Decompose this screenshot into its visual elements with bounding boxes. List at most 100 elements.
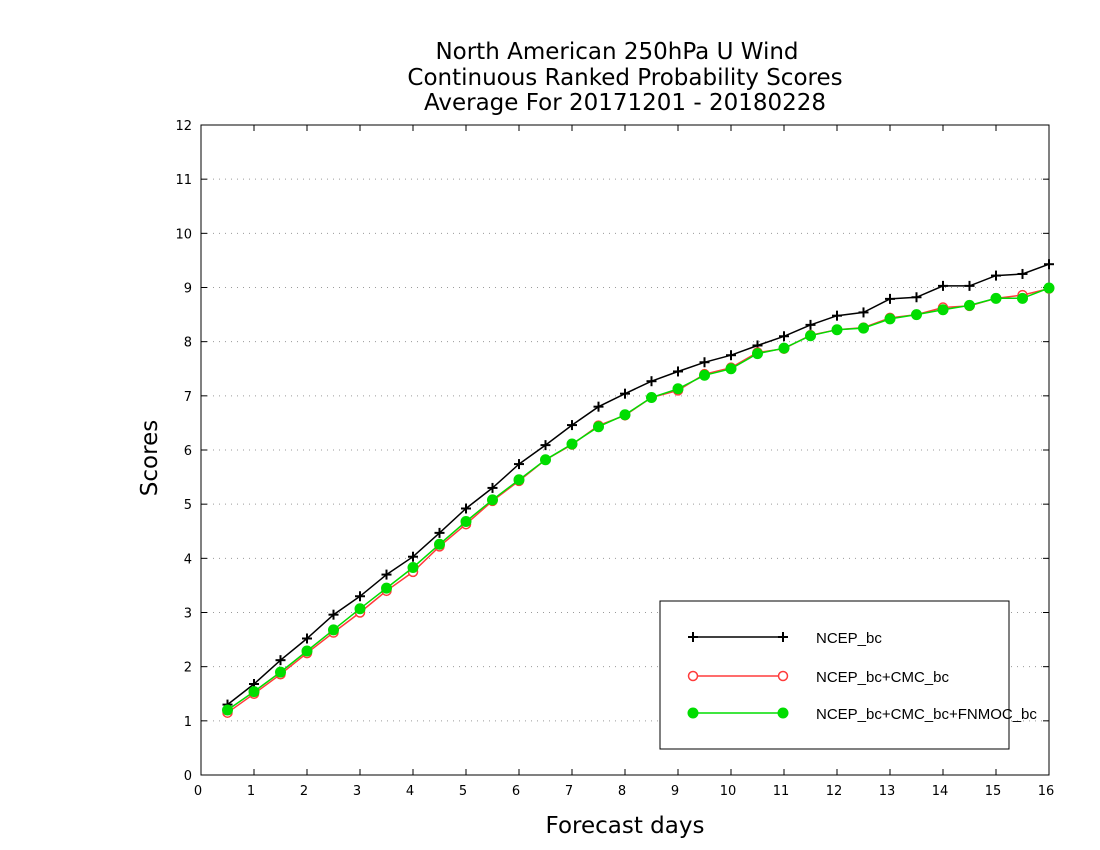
x-tick-label: 15: [985, 784, 1002, 799]
title-line-1: North American 250hPa U Wind: [435, 39, 798, 65]
data-point: [1017, 292, 1028, 304]
data-point: [858, 322, 869, 334]
data-point: [779, 331, 789, 342]
data-point: [513, 474, 525, 486]
x-tick-label: 0: [194, 784, 202, 799]
data-point: [990, 292, 1002, 304]
y-tick-label: 7: [184, 390, 192, 405]
data-point: [805, 330, 816, 342]
x-tick-label: 11: [773, 784, 790, 799]
data-point: [222, 704, 233, 716]
data-point: [778, 342, 790, 354]
x-tick-label: 4: [406, 784, 414, 799]
data-point: [593, 421, 604, 433]
data-point: [275, 666, 286, 678]
data-point: [1017, 268, 1028, 279]
data-point: [593, 401, 604, 412]
data-point: [302, 633, 312, 644]
data-point: [991, 270, 1001, 281]
legend-marker: [687, 670, 699, 682]
data-point: [487, 494, 498, 506]
data-point: [805, 319, 816, 330]
series-lines: [222, 259, 1055, 718]
data-point: [884, 313, 896, 325]
data-point: [752, 348, 763, 360]
legend-item-1: NCEP_bc+CMC_bc: [687, 669, 949, 686]
legend-marker: [687, 707, 699, 719]
x-tick-label: 16: [1038, 784, 1055, 799]
data-point: [514, 459, 524, 470]
data-point: [673, 366, 683, 377]
data-point: [301, 645, 313, 657]
legend-marker: [777, 670, 789, 682]
data-point: [381, 582, 392, 594]
data-point: [566, 438, 578, 450]
data-point: [354, 603, 366, 615]
legend-item-2: NCEP_bc+CMC_bc+FNMOC_bc: [687, 706, 1037, 723]
data-point: [460, 516, 472, 527]
data-point: [1043, 282, 1055, 294]
y-tick-label: 4: [184, 552, 192, 567]
data-point: [407, 562, 419, 574]
x-tick-label: 1: [247, 784, 255, 799]
data-point: [964, 280, 975, 291]
data-point: [911, 309, 922, 321]
data-point: [646, 376, 657, 387]
y-tick-label: 5: [184, 498, 192, 513]
data-point: [434, 527, 445, 538]
y-tick-label: 2: [184, 661, 192, 676]
y-tick-label: 9: [184, 282, 192, 297]
series-2: [222, 282, 1055, 716]
y-tick-label: 8: [184, 336, 192, 351]
data-point: [487, 482, 498, 493]
x-tick-label: 14: [932, 784, 949, 799]
legend-label: NCEP_bc+CMC_bc+FNMOC_bc: [816, 706, 1037, 723]
data-point: [672, 383, 684, 395]
y-tick-label: 1: [184, 715, 192, 730]
y-tick-label: 12: [175, 119, 192, 134]
y-tick-label: 11: [175, 173, 192, 188]
title-line-3: Average For 20171201 - 20180228: [424, 90, 826, 116]
data-point: [619, 409, 631, 421]
data-point: [567, 420, 577, 431]
y-tick-label: 3: [184, 607, 192, 622]
y-axis-label: Scores: [137, 420, 163, 496]
chart-title: North American 250hPa U Wind Continuous …: [407, 39, 842, 116]
data-point: [328, 609, 339, 620]
data-point: [355, 591, 365, 602]
data-point: [408, 551, 418, 562]
legend: NCEP_bc NCEP_bc+CMC_bc NCEP_bc+CMC_bc+FNMO…: [659, 600, 1037, 750]
data-point: [937, 304, 949, 316]
x-tick-label: 13: [879, 784, 896, 799]
legend-item-0: NCEP_bc: [688, 630, 882, 647]
data-point: [964, 299, 975, 311]
series-0: [222, 259, 1054, 710]
data-point: [1044, 259, 1054, 270]
data-point: [248, 686, 260, 698]
legend-marker: [688, 632, 698, 642]
x-tick-label: 3: [353, 784, 361, 799]
data-point: [646, 391, 657, 403]
data-point: [381, 569, 392, 580]
data-point: [726, 350, 736, 361]
data-point: [461, 503, 471, 514]
title-line-2: Continuous Ranked Probability Scores: [407, 65, 842, 91]
x-tick-label: 10: [720, 784, 737, 799]
data-point: [832, 310, 842, 321]
x-tick-label: 9: [671, 784, 679, 799]
data-point: [885, 293, 895, 304]
data-point: [275, 655, 286, 666]
x-tick-label: 2: [300, 784, 308, 799]
x-tick-label: 5: [459, 784, 467, 799]
data-point: [725, 363, 737, 375]
y-tick-label: 0: [184, 769, 192, 784]
data-point: [831, 324, 843, 336]
y-tick-label: 10: [175, 227, 192, 242]
x-tick-label: 12: [826, 784, 843, 799]
x-axis-label: Forecast days: [546, 813, 705, 839]
x-tick-label: 7: [565, 784, 573, 799]
data-point: [699, 369, 710, 381]
legend-label: NCEP_bc+CMC_bc: [816, 669, 949, 686]
